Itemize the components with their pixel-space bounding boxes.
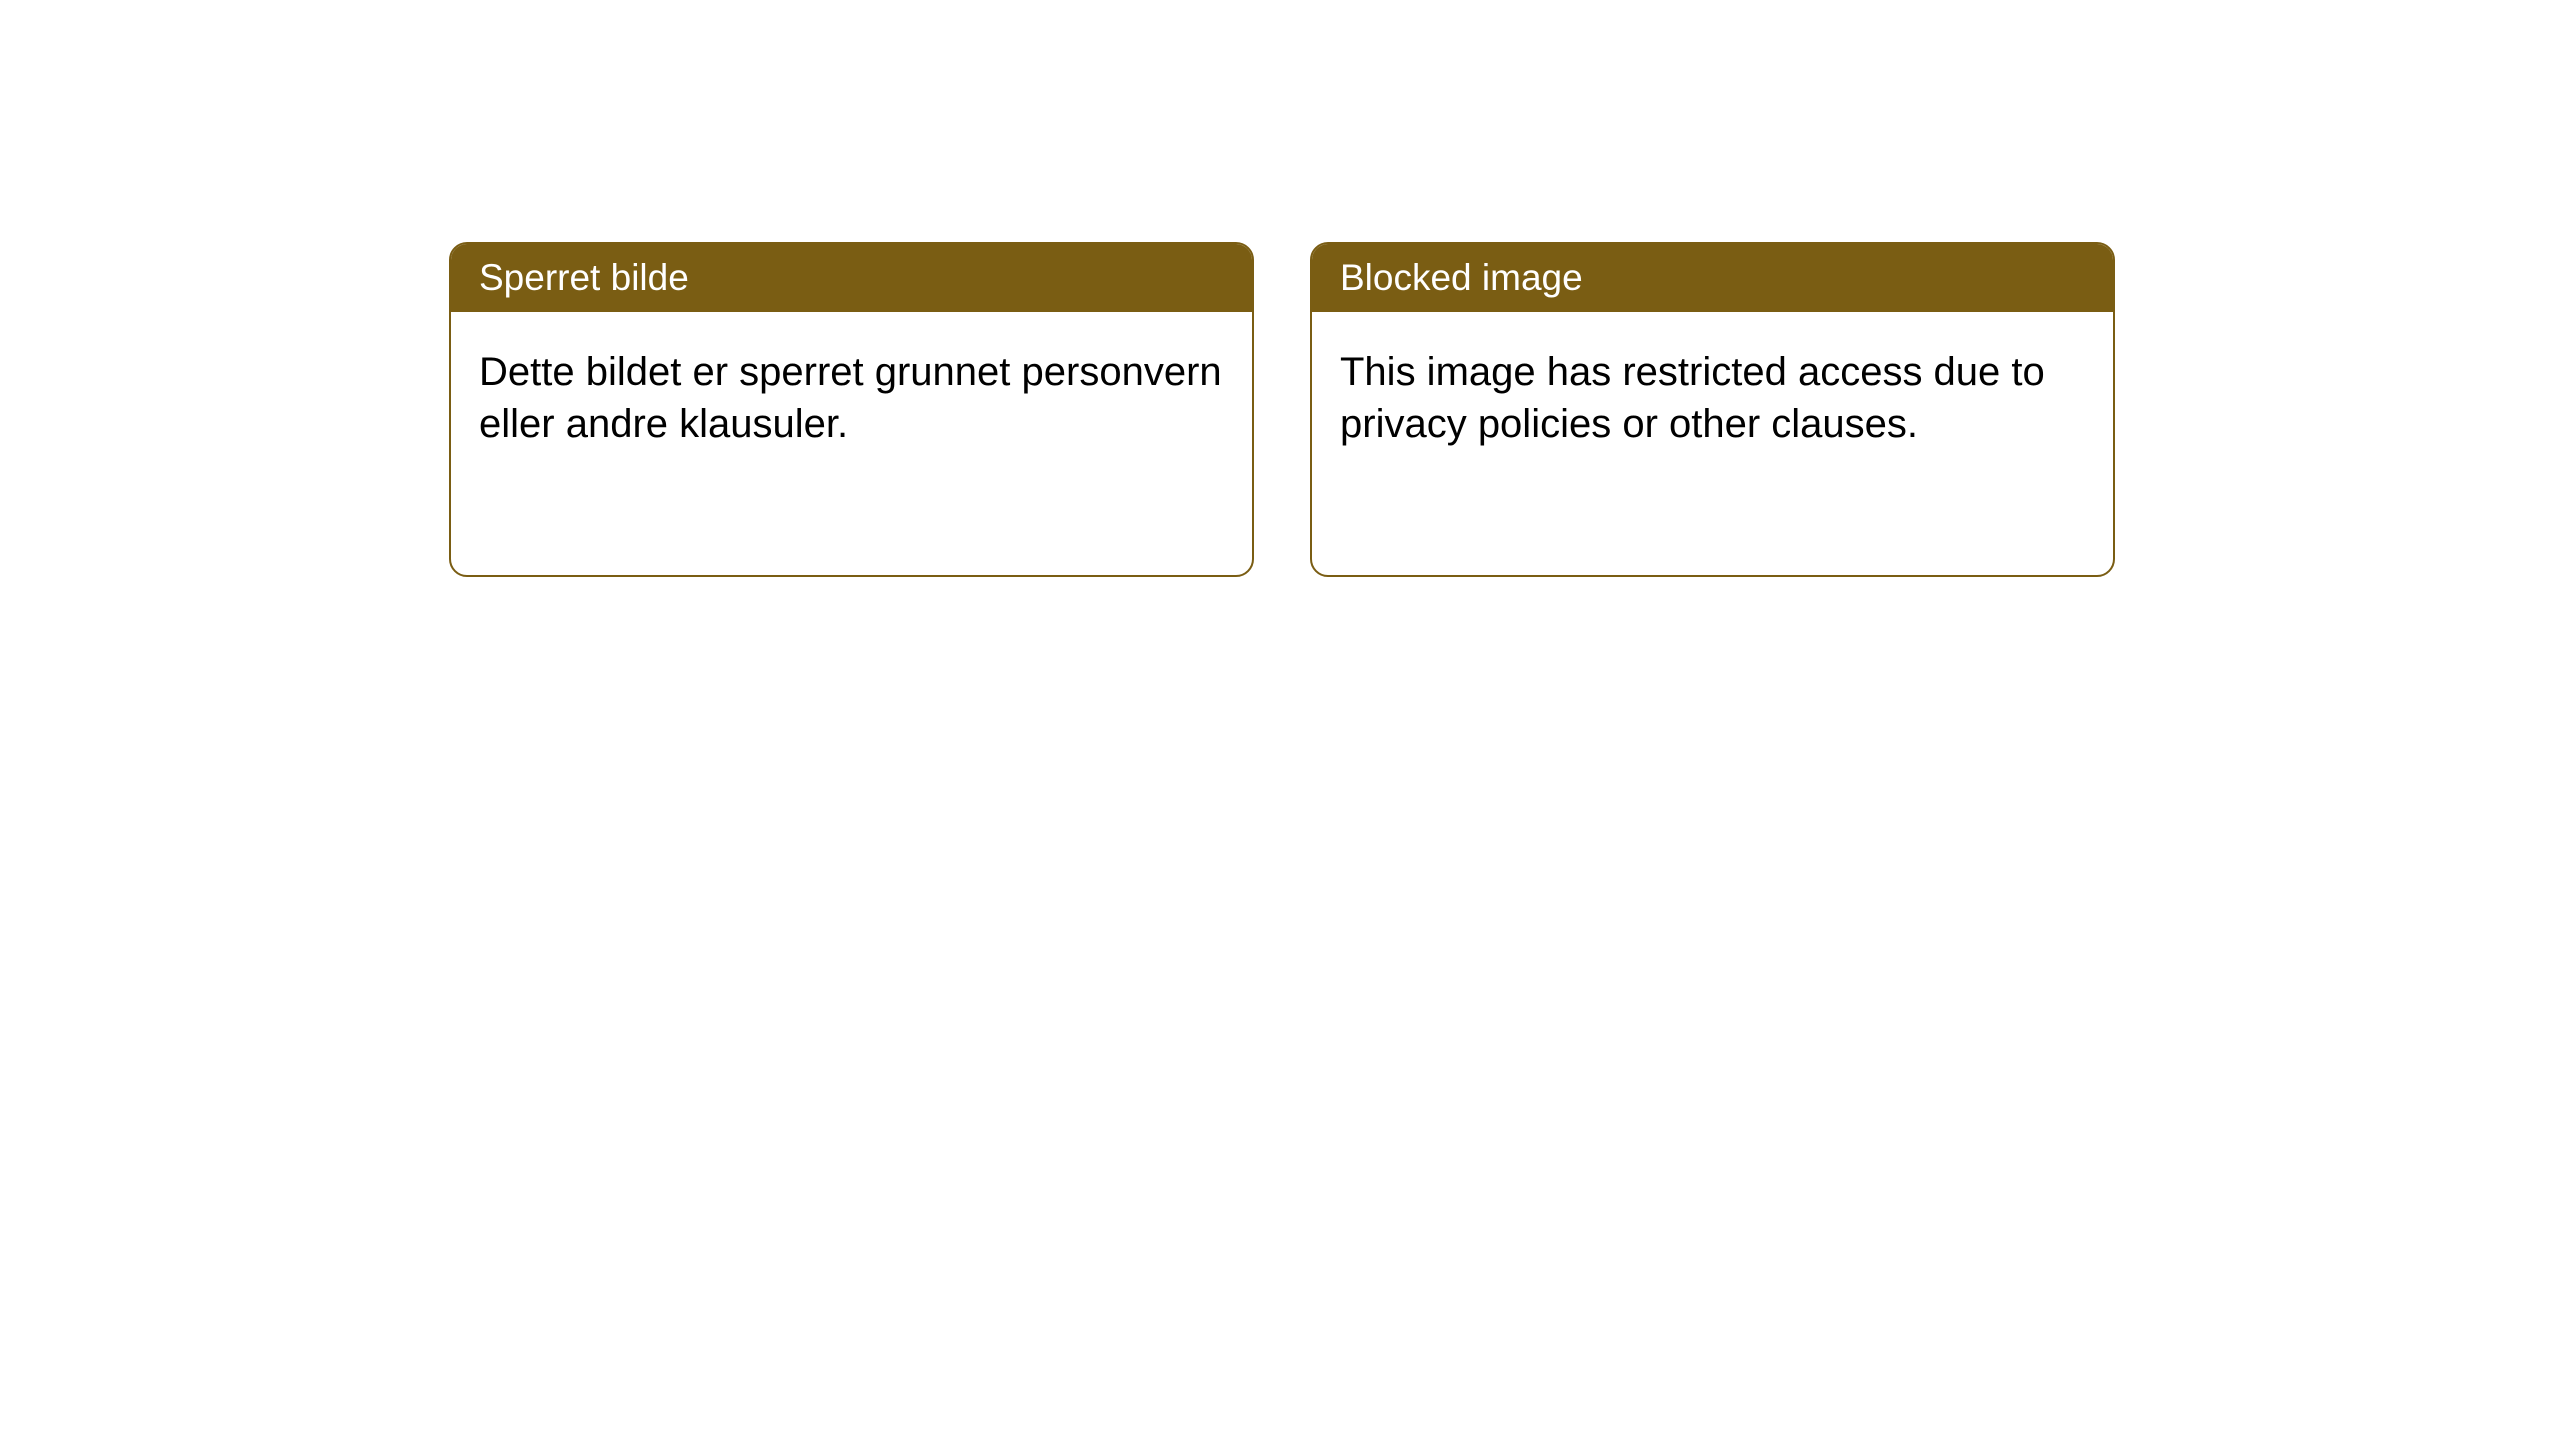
notice-text-norwegian: Dette bildet er sperret grunnet personve… — [479, 350, 1222, 446]
notice-text-english: This image has restricted access due to … — [1340, 350, 2045, 446]
notice-title-norwegian: Sperret bilde — [479, 257, 689, 298]
notice-body-norwegian: Dette bildet er sperret grunnet personve… — [451, 312, 1252, 484]
notice-header-english: Blocked image — [1312, 244, 2113, 312]
notice-box-english: Blocked image This image has restricted … — [1310, 242, 2115, 577]
notice-box-norwegian: Sperret bilde Dette bildet er sperret gr… — [449, 242, 1254, 577]
notice-body-english: This image has restricted access due to … — [1312, 312, 2113, 484]
notice-title-english: Blocked image — [1340, 257, 1583, 298]
notice-container: Sperret bilde Dette bildet er sperret gr… — [449, 242, 2115, 577]
notice-header-norwegian: Sperret bilde — [451, 244, 1252, 312]
